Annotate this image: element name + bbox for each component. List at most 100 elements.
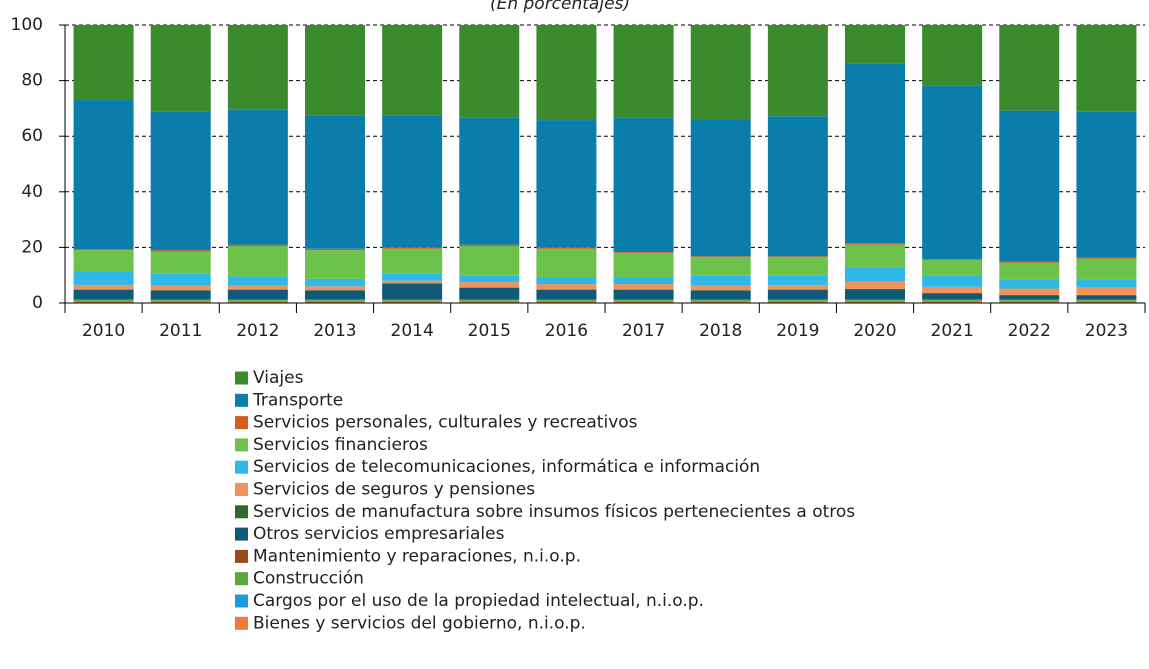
bar-segment	[73, 100, 134, 250]
y-tick-label: 100	[11, 15, 43, 35]
bar-segment	[767, 284, 828, 290]
bar-segment	[382, 280, 443, 284]
bar-segment	[613, 117, 674, 253]
bar-segment	[1076, 299, 1137, 300]
bar-segment	[305, 278, 365, 287]
legend-label: Otros servicios empresariales	[253, 524, 505, 544]
bar-segment	[150, 290, 211, 300]
legend-swatch	[235, 505, 248, 519]
bar-segment	[845, 299, 905, 301]
bar-segment	[459, 300, 520, 302]
legend-swatch	[235, 572, 248, 586]
bar-segment	[382, 301, 443, 303]
bar-segment	[536, 300, 597, 302]
chart-subtitle: (En porcentajes)	[490, 0, 630, 14]
bar-segment	[922, 259, 983, 276]
legend-swatch	[235, 527, 248, 541]
bar-segment	[73, 271, 134, 285]
bar-segment	[690, 25, 751, 120]
bar-segment	[690, 299, 751, 301]
x-tick-label: 2015	[468, 321, 511, 341]
bar-segment	[690, 257, 751, 276]
bar-segment	[382, 247, 443, 249]
x-tick-label: 2010	[82, 321, 125, 341]
bar-segment	[73, 250, 134, 272]
bar-segment	[227, 299, 288, 301]
bar-segment	[227, 244, 288, 247]
bar-segment	[613, 299, 674, 300]
bar-segment	[1076, 287, 1137, 295]
bar-segment	[382, 25, 443, 116]
x-tick-label: 2012	[236, 321, 279, 341]
bar-segment	[536, 25, 597, 121]
bar-segment	[73, 299, 134, 301]
bar-segment	[382, 248, 443, 274]
legend-swatch	[235, 594, 248, 608]
bar-segment	[999, 288, 1060, 295]
bar-segment	[150, 25, 211, 112]
x-tick-label: 2014	[391, 321, 434, 341]
bar-segment	[999, 261, 1060, 263]
bar-segment	[150, 111, 211, 251]
bar-segment	[922, 293, 983, 300]
bar-segment	[150, 301, 211, 303]
bar-segment	[845, 244, 905, 268]
bar-segment	[382, 299, 443, 301]
bar-segment	[922, 286, 983, 293]
bar-segment	[767, 300, 828, 302]
bar-segment	[845, 299, 905, 300]
y-tick-label: 80	[21, 71, 43, 91]
bar-segment	[459, 275, 520, 283]
bar-segment	[227, 301, 288, 303]
x-tick-label: 2023	[1085, 321, 1128, 341]
bar-segment	[845, 267, 905, 282]
bar-segment	[1076, 279, 1137, 288]
y-tick-label: 0	[32, 293, 43, 313]
x-tick-label: 2020	[853, 321, 896, 341]
bar-segment	[150, 250, 211, 252]
bar-segment	[613, 277, 674, 285]
legend-label: Servicios de telecomunicaciones, informá…	[253, 457, 760, 477]
x-tick-label: 2022	[1008, 321, 1051, 341]
legend-label: Servicios de seguros y pensiones	[253, 480, 535, 500]
bar-segment	[150, 300, 211, 302]
x-tick-label: 2011	[159, 321, 202, 341]
bar-segment	[382, 115, 443, 248]
bar-segment	[305, 286, 365, 291]
bar-segment	[613, 289, 674, 300]
bar-segment	[382, 299, 443, 300]
bar-segment	[459, 25, 520, 118]
bar-segment	[536, 277, 597, 285]
bar-segment	[150, 285, 211, 291]
x-tick-label: 2021	[931, 321, 974, 341]
bar-segment	[536, 247, 597, 249]
legend-label: Cargos por el uso de la propiedad intele…	[253, 591, 704, 611]
bar-segment	[767, 289, 828, 300]
bar-segment	[999, 299, 1060, 301]
bar-segment	[613, 284, 674, 290]
bar-segment	[227, 299, 288, 300]
bar-segment	[536, 299, 597, 300]
legend-swatch	[235, 616, 248, 630]
bar-segment	[999, 300, 1060, 302]
bar-segment	[73, 284, 134, 290]
bar-segment	[536, 289, 597, 300]
bar-segment	[459, 246, 520, 276]
bar-segment	[845, 289, 905, 300]
bar-segment	[150, 299, 211, 300]
y-tick-label: 40	[21, 182, 43, 202]
bar-segment	[767, 25, 828, 117]
bar-segment	[999, 25, 1060, 111]
bar-segment	[1076, 300, 1137, 302]
bar-segment	[73, 299, 134, 300]
legend-label: Servicios personales, culturales y recre…	[253, 413, 638, 433]
bar-segment	[227, 289, 288, 300]
bar-segment	[536, 120, 597, 248]
bar-segment	[690, 300, 751, 302]
bar-segment	[613, 252, 674, 278]
bar-segment	[1076, 301, 1137, 303]
bar-segment	[459, 299, 520, 300]
x-tick-label: 2018	[699, 321, 742, 341]
bar-segment	[690, 285, 751, 291]
